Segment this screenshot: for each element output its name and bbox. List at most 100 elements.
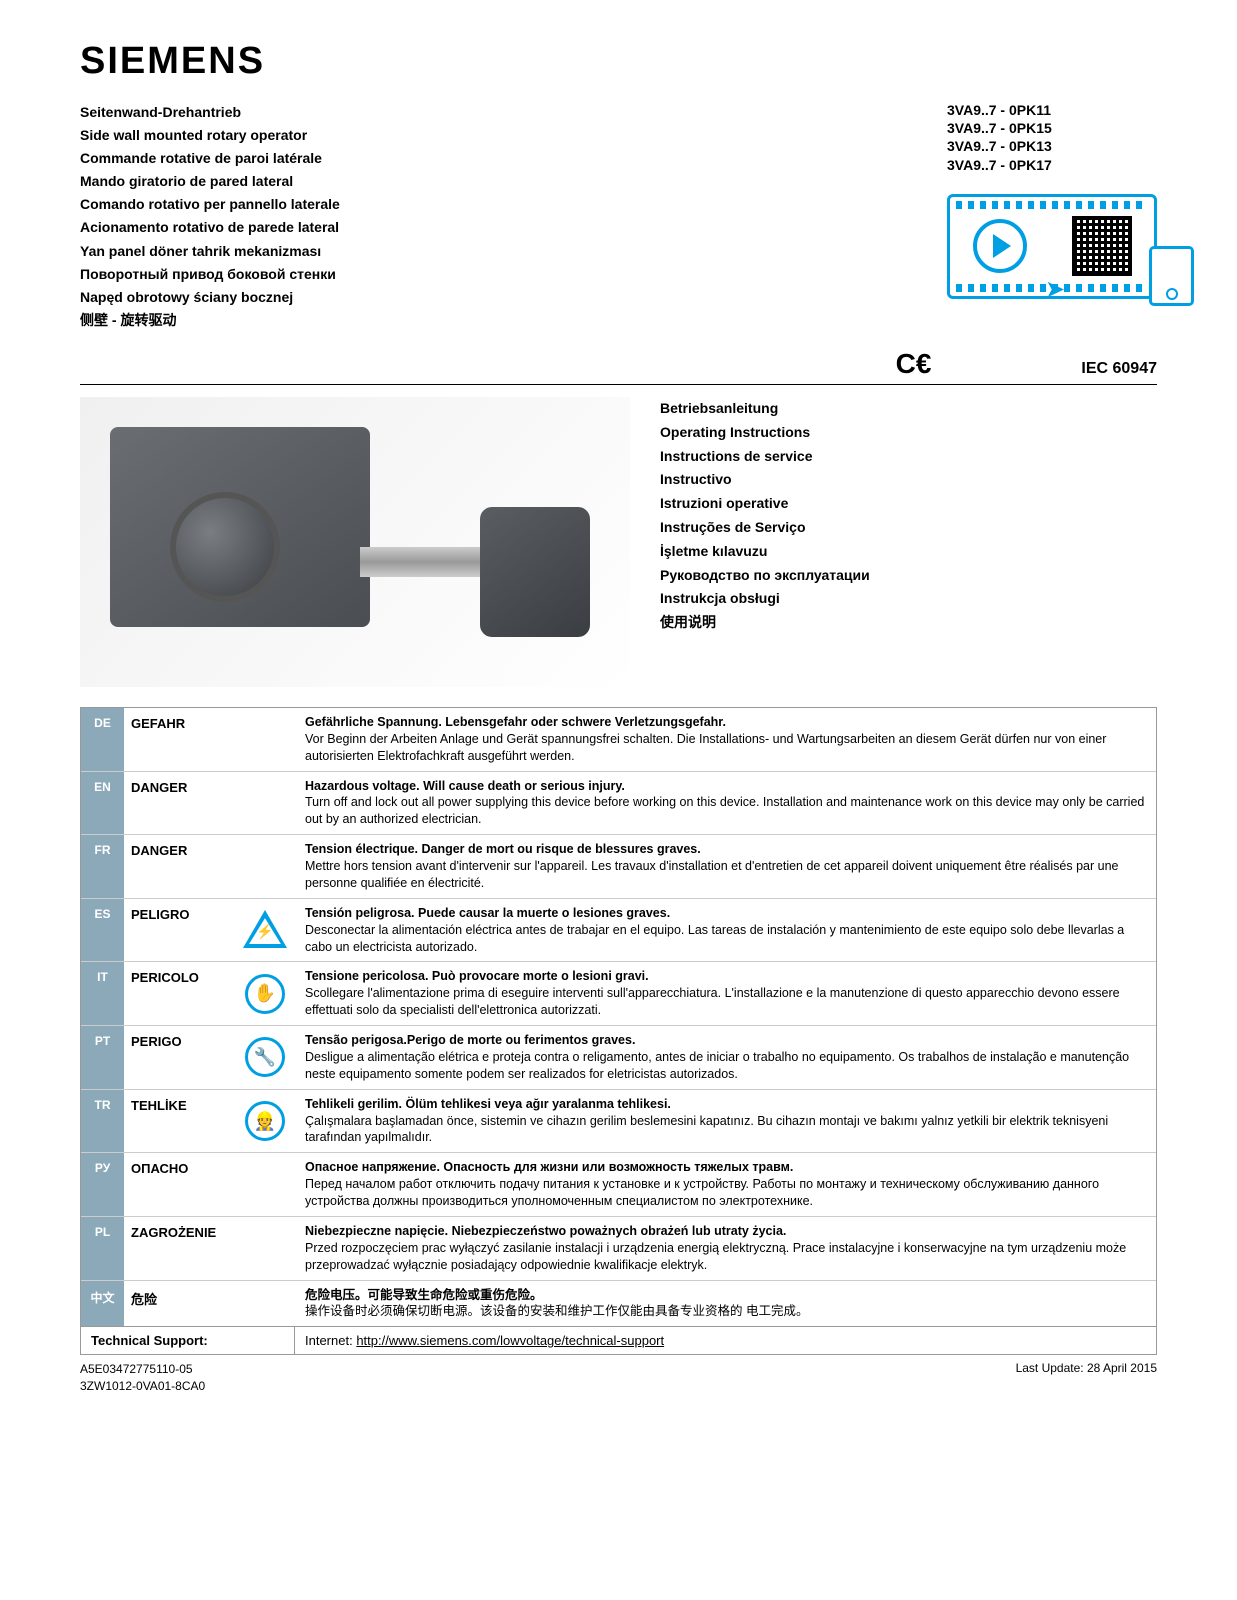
warning-body: Vor Beginn der Arbeiten Anlage und Gerät… [305,732,1106,763]
warning-body: Перед началом работ отключить подачу пит… [305,1177,1099,1208]
doc-id: 3ZW1012-0VA01-8CA0 [80,1378,205,1395]
footer: A5E03472775110-05 3ZW1012-0VA01-8CA0 Las… [80,1361,1157,1395]
warning-body: Turn off and lock out all power supplyin… [305,795,1144,826]
warning-label: PERICOLO [125,962,235,1025]
warning-label: DANGER [125,835,235,898]
lang-code: TR [81,1090,125,1153]
instruction-label: Operating Instructions [660,421,870,445]
lang-code: IT [81,962,125,1025]
lang-code: 中文 [81,1281,125,1327]
warning-heading: Hazardous voltage. Will cause death or s… [305,779,625,793]
tool-warning-icon: 🔧 [245,1037,285,1077]
lang-code: ES [81,899,125,962]
support-link-cell: Internet: http://www.siemens.com/lowvolt… [295,1327,674,1354]
warning-text: Niebezpieczne napięcie. Niebezpieczeństw… [295,1217,1156,1280]
instruction-label: Руководство по эксплуатации [660,564,870,588]
instruction-label: Instrukcja obsługi [660,587,870,611]
lang-code: FR [81,835,125,898]
warning-body: 操作设备时必须确保切断电源。该设备的安装和维护工作仅能由具备专业资格的 电工完成… [305,1304,808,1318]
warning-row: TR TEHLİKE 👷 Tehlikeli gerilim. Ölüm teh… [81,1090,1156,1154]
warning-heading: Tensión peligrosa. Puede causar la muert… [305,906,670,920]
warning-label: PELIGRO [125,899,235,962]
warning-icon-cell [235,708,295,771]
warning-icon-cell [235,1153,295,1216]
iec-standard: IEC 60947 [1081,360,1157,378]
film-strip-top [956,201,1148,209]
product-name: Mando giratorio de pared lateral [80,170,340,193]
instruction-label: 使用说明 [660,611,870,635]
warning-body: Scollegare l'alimentazione prima di eseg… [305,986,1120,1017]
warning-row: IT PERICOLO ✋ Tensione pericolosa. Può p… [81,962,1156,1026]
tablet-icon [1149,246,1194,306]
warning-icon-cell: ⚡ [235,899,295,962]
warning-text: 危险电压。可能导致生命危险或重伤危险。 操作设备时必须确保切断电源。该设备的安装… [295,1281,1156,1327]
video-qr-box[interactable]: ➤ [947,194,1157,299]
lang-code: РУ [81,1153,125,1216]
doc-id: A5E03472775110-05 [80,1361,205,1378]
warning-label: ZAGROŻENIE [125,1217,235,1280]
product-names-list: Seitenwand-Drehantrieb Side wall mounted… [80,101,340,332]
certification-row: C€ IEC 60947 [80,348,1157,385]
warning-text: Tensión peligrosa. Puede causar la muert… [295,899,1156,962]
part-number: 3VA9..7 - 0PK17 [947,156,1157,174]
instruction-label: Instructions de service [660,445,870,469]
play-icon [973,219,1027,273]
instruction-label: Istruzioni operative [660,492,870,516]
footer-doc-ids: A5E03472775110-05 3ZW1012-0VA01-8CA0 [80,1361,205,1395]
lang-code: DE [81,708,125,771]
warning-body: Çalışmalara başlamadan önce, sistemin ve… [305,1114,1108,1145]
device-handle-shape [480,507,590,637]
warning-label: ОПАСНО [125,1153,235,1216]
instruction-label: Instruções de Serviço [660,516,870,540]
warning-text: Tensione pericolosa. Può provocare morte… [295,962,1156,1025]
part-number: 3VA9..7 - 0PK13 [947,137,1157,155]
lang-code: PT [81,1026,125,1089]
product-name: Поворотный привод боковой стенки [80,263,340,286]
hand-warning-icon: ✋ [245,974,285,1014]
right-header: 3VA9..7 - 0PK11 3VA9..7 - 0PK15 3VA9..7 … [947,101,1157,299]
product-name: Side wall mounted rotary operator [80,124,340,147]
part-number: 3VA9..7 - 0PK15 [947,119,1157,137]
warning-text: Gefährliche Spannung. Lebensgefahr oder … [295,708,1156,771]
device-shaft-shape [360,547,490,577]
warning-heading: Tensão perigosa.Perigo de morte ou ferim… [305,1033,635,1047]
warning-table: DE GEFAHR Gefährliche Spannung. Lebensge… [80,707,1157,1327]
warning-heading: Опасное напряжение. Опасность для жизни … [305,1160,793,1174]
support-row: Technical Support: Internet: http://www.… [80,1327,1157,1355]
warning-text: Hazardous voltage. Will cause death or s… [295,772,1156,835]
warning-label: 危险 [125,1281,235,1327]
warning-icon-cell [235,1281,295,1327]
warning-body: Desconectar la alimentación eléctrica an… [305,923,1124,954]
warning-icon-cell [235,1217,295,1280]
instruction-label: İşletme kılavuzu [660,540,870,564]
warning-label: DANGER [125,772,235,835]
support-label: Technical Support: [81,1327,295,1354]
warning-heading: Niebezpieczne napięcie. Niebezpieczeństw… [305,1224,786,1238]
warning-row: РУ ОПАСНО Опасное напряжение. Опасность … [81,1153,1156,1217]
warning-icon-cell [235,772,295,835]
middle-row: Betriebsanleitung Operating Instructions… [80,397,1157,687]
warning-row: DE GEFAHR Gefährliche Spannung. Lebensge… [81,708,1156,772]
product-name: Napęd obrotowy ściany bocznej [80,286,340,309]
instruction-label: Betriebsanleitung [660,397,870,421]
ce-mark: C€ [896,348,932,380]
warning-text: Опасное напряжение. Опасность для жизни … [295,1153,1156,1216]
product-name: 侧壁 - 旋转驱动 [80,309,340,332]
support-link[interactable]: http://www.siemens.com/lowvoltage/techni… [356,1333,664,1348]
warning-label: PERIGO [125,1026,235,1089]
qr-code-icon [1072,216,1132,276]
product-name: Seitenwand-Drehantrieb [80,101,340,124]
warning-heading: 危险电压。可能导致生命危险或重伤危险。 [305,1288,543,1302]
warning-row: ES PELIGRO ⚡ Tensión peligrosa. Puede ca… [81,899,1156,963]
warning-row: FR DANGER Tension électrique. Danger de … [81,835,1156,899]
product-name: Comando rotativo per pannello laterale [80,193,340,216]
warning-heading: Tehlikeli gerilim. Ölüm tehlikesi veya a… [305,1097,671,1111]
warning-heading: Gefährliche Spannung. Lebensgefahr oder … [305,715,726,729]
warning-row: 中文 危险 危险电压。可能导致生命危险或重伤危险。 操作设备时必须确保切断电源。… [81,1281,1156,1327]
electrician-warning-icon: 👷 [245,1101,285,1141]
product-name: Commande rotative de paroi latérale [80,147,340,170]
warning-body: Desligue a alimentação elétrica e protej… [305,1050,1129,1081]
warning-text: Tensão perigosa.Perigo de morte ou ferim… [295,1026,1156,1089]
warning-heading: Tension électrique. Danger de mort ou ri… [305,842,701,856]
warning-text: Tension électrique. Danger de mort ou ri… [295,835,1156,898]
